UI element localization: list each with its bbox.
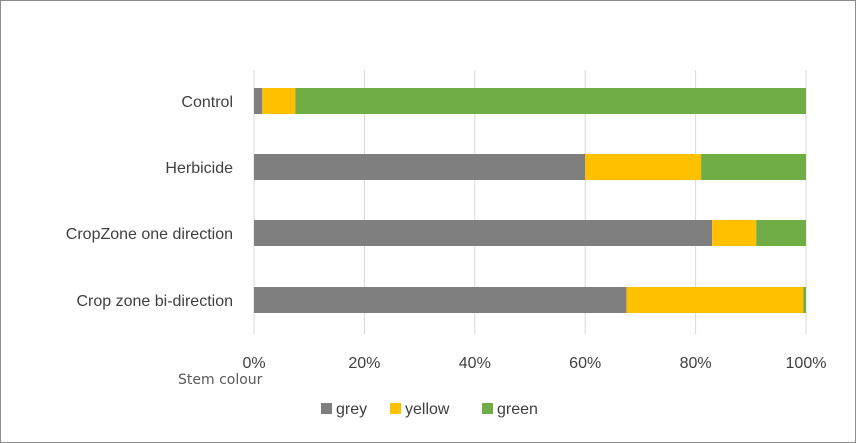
category-label: Control: [181, 94, 233, 111]
bar-segment-grey: [254, 88, 263, 114]
x-tick-label: 0%: [242, 355, 265, 372]
bar-segment-green: [701, 154, 806, 180]
legend-label: yellow: [405, 401, 450, 418]
legend-label: green: [497, 401, 538, 418]
bar-segment-yellow: [712, 220, 757, 246]
x-axis-label: Stem colour: [178, 372, 263, 388]
x-tick-label: 40%: [459, 355, 491, 372]
bar-segment-green: [295, 88, 806, 114]
x-tick-label: 20%: [348, 355, 380, 372]
bar-segment-yellow: [585, 154, 702, 180]
x-tick-label: 60%: [569, 355, 601, 372]
category-label: Crop zone bi-direction: [76, 293, 233, 310]
legend: grey yellow green: [321, 401, 538, 418]
legend-item-yellow: yellow: [390, 401, 450, 418]
x-tick-label: 80%: [680, 355, 712, 372]
legend-swatch: [321, 403, 332, 414]
x-tick-label: 100%: [786, 355, 827, 372]
legend-swatch: [482, 403, 493, 414]
bar-segment-grey: [254, 154, 586, 180]
category-label: CropZone one direction: [66, 226, 233, 243]
bars: [254, 88, 806, 313]
bar-segment-grey: [254, 220, 713, 246]
bar-segment-green: [756, 220, 806, 246]
bar-segment-green: [803, 287, 806, 313]
x-tick-labels: 0% 20% 40% 60% 80% 100%: [242, 355, 826, 372]
bar-segment-yellow: [626, 287, 804, 313]
legend-item-grey: grey: [321, 401, 367, 418]
legend-item-green: green: [482, 401, 538, 418]
bar-segment-yellow: [262, 88, 296, 114]
category-labels: Control Herbicide CropZone one direction Cr…: [66, 94, 233, 310]
legend-swatch: [390, 403, 401, 414]
bar-segment-grey: [254, 287, 627, 313]
category-label: Herbicide: [165, 160, 233, 177]
legend-label: grey: [336, 401, 367, 418]
